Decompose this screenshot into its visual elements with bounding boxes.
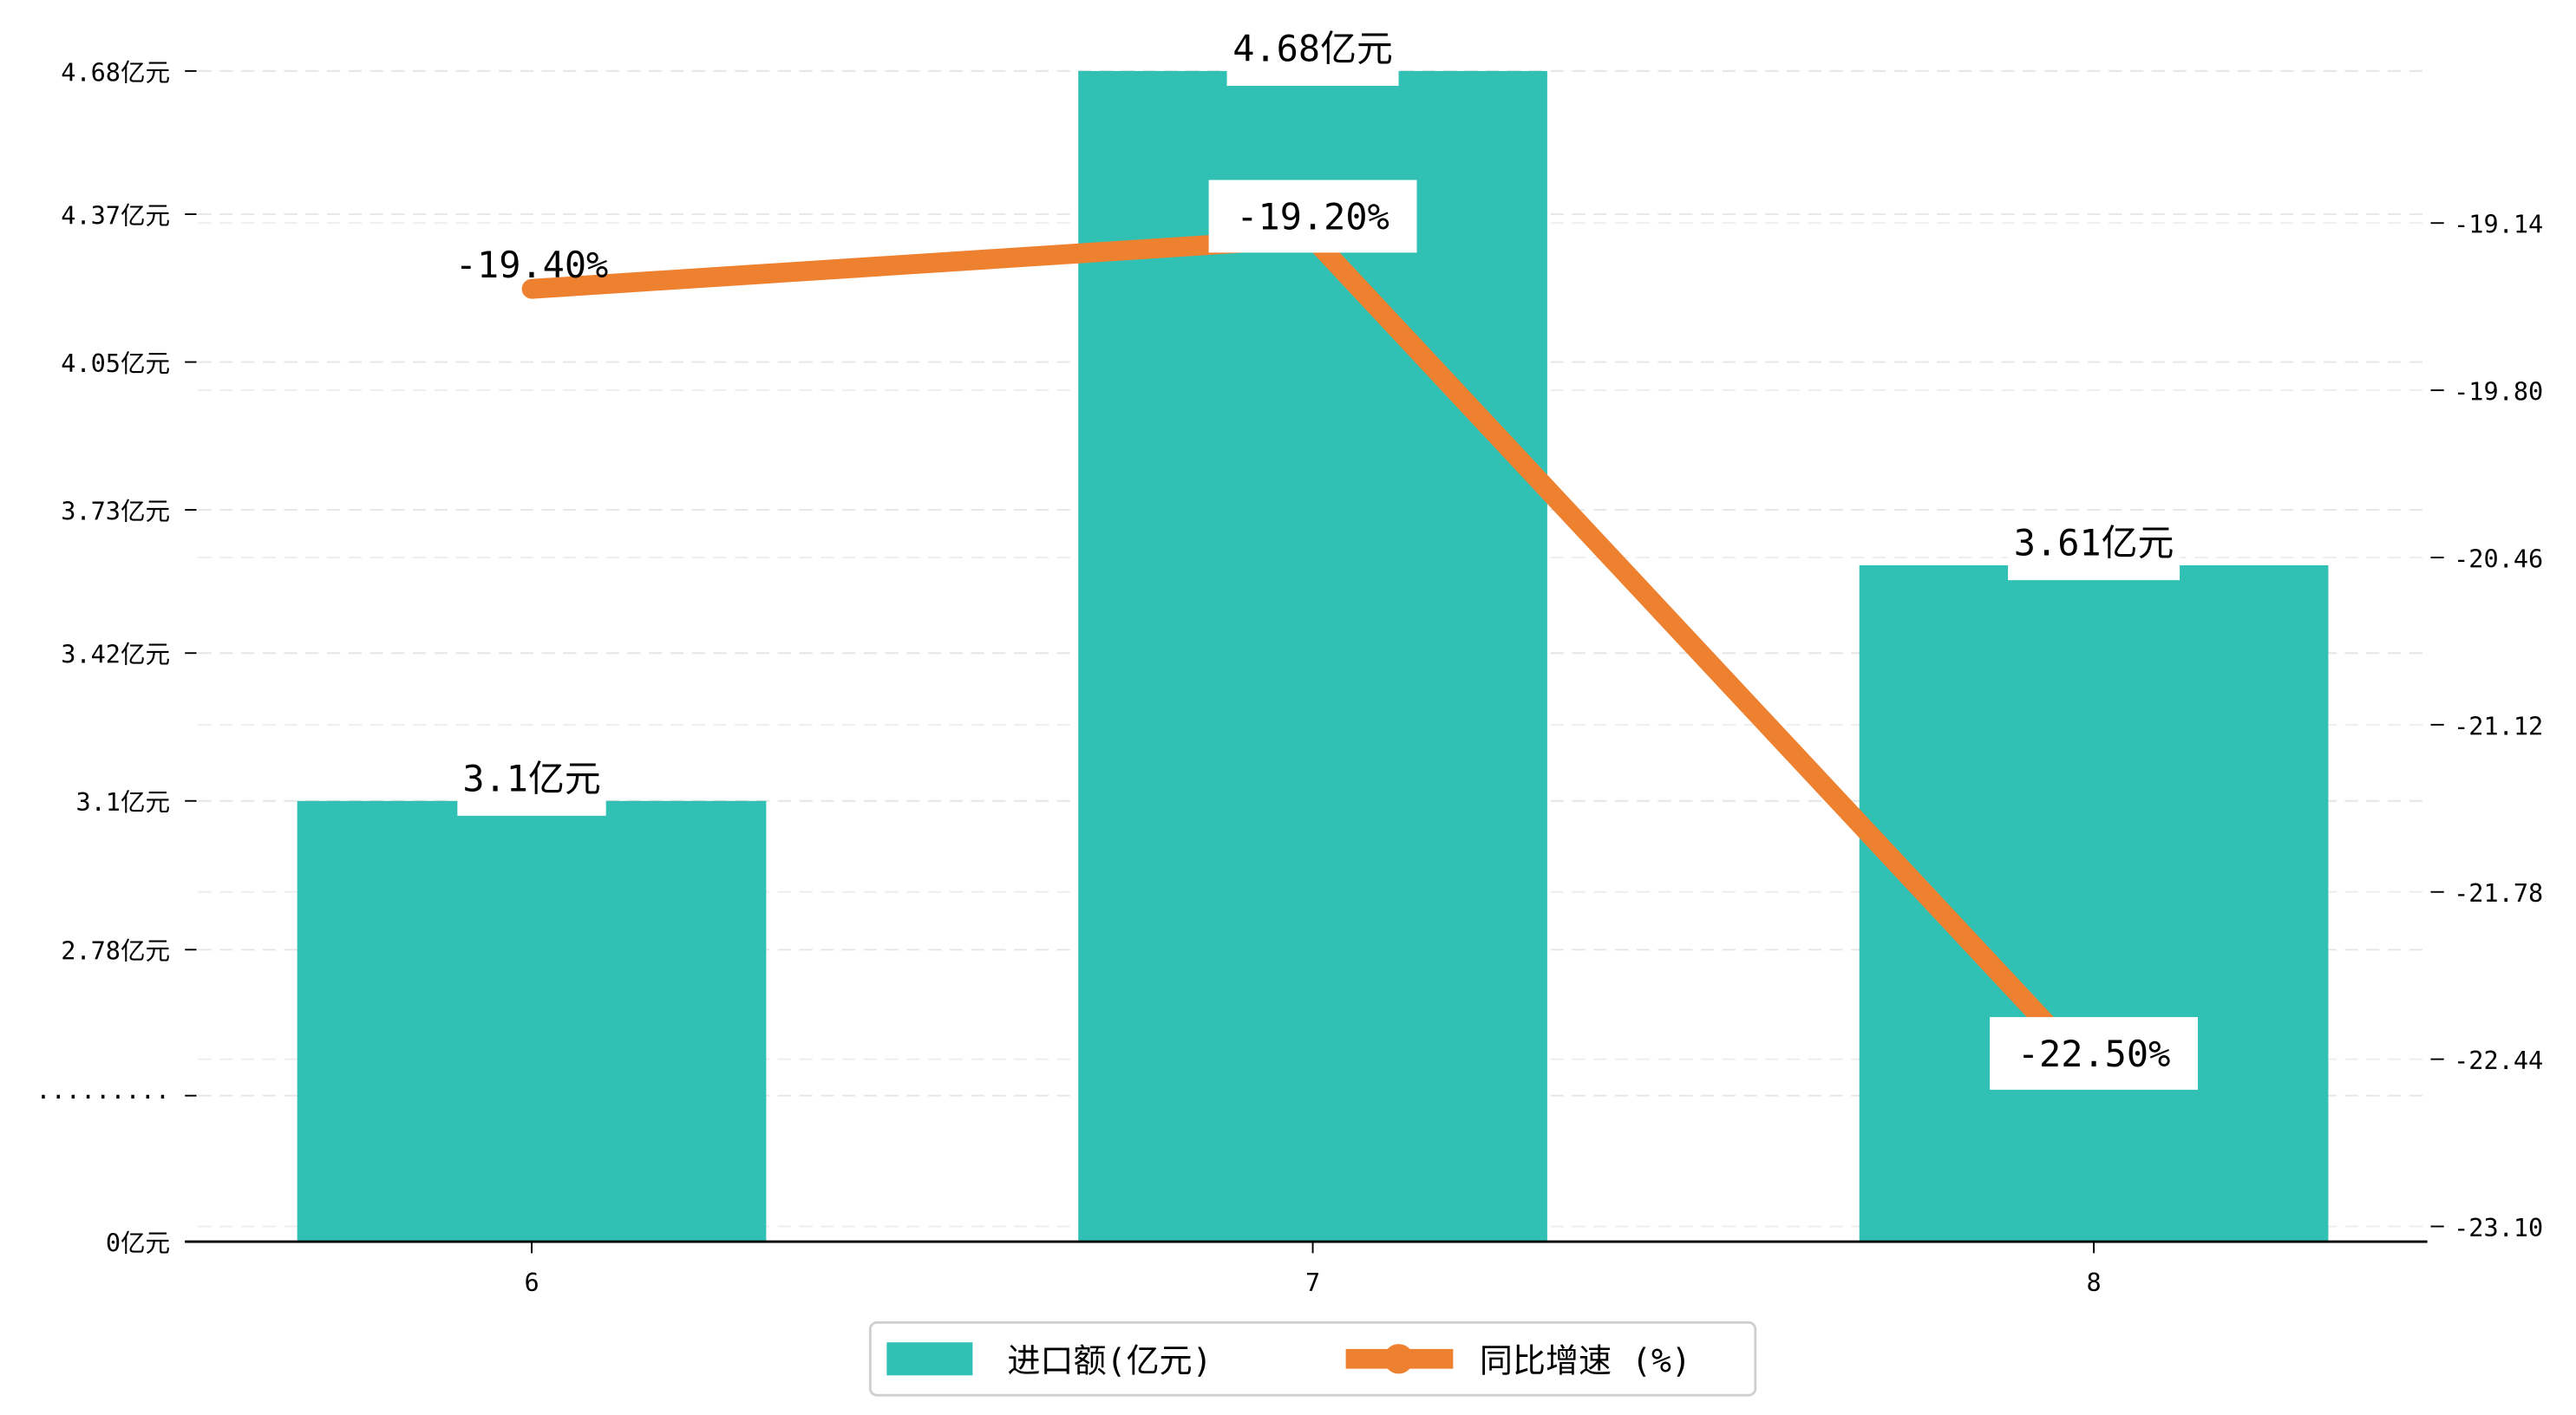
line-point-6 — [521, 278, 542, 299]
left-tick-label: 3.42亿元 — [61, 640, 170, 669]
bar-6 — [297, 800, 767, 1242]
bar-value-label: 3.61亿元 — [2014, 522, 2174, 564]
legend-bar-swatch — [886, 1342, 973, 1376]
growth-value-label: -19.40% — [455, 244, 608, 286]
data-labels: 3.1亿元 4.68亿元 3.61亿元 -19.40% -19.20% -22.50% — [455, 21, 2199, 1090]
x-tick-label: 7 — [1305, 1268, 1320, 1297]
right-tick-label: -21.78 — [2454, 878, 2543, 908]
growth-value-label: -22.50% — [2017, 1033, 2170, 1075]
legend-line-marker — [1383, 1344, 1414, 1374]
bar-label-box — [1226, 21, 1399, 87]
axes: 6 7 8 0亿元 ········· 2.78亿元 3.1亿元 3.42亿元 3.73亿元 4.… — [36, 57, 2543, 1297]
left-tick-label: 3.73亿元 — [61, 496, 170, 525]
left-tick-label: 3.1亿元 — [75, 787, 170, 817]
x-tick-label: 6 — [524, 1268, 539, 1297]
left-tick-label: 4.05亿元 — [61, 349, 170, 378]
left-tick-label: 2.78亿元 — [61, 936, 170, 966]
growth-value-label-box — [1990, 1017, 2199, 1090]
left-tick-label: 4.68亿元 — [61, 57, 170, 87]
bar-value-label: 4.68亿元 — [1232, 27, 1393, 69]
legend: 进口额(亿元) 同比增速 (%) — [868, 1320, 1757, 1397]
right-tick-label: -23.10 — [2454, 1213, 2543, 1242]
bar-7 — [1078, 70, 1547, 1242]
left-tick-label: ········· — [36, 1082, 170, 1112]
legend-label-line: 同比增速 (%) — [1480, 1341, 1691, 1379]
growth-value-label-box — [1208, 179, 1417, 253]
right-tick-label: -21.12 — [2454, 711, 2543, 740]
legend-frame — [868, 1320, 1757, 1397]
right-tick-label: -20.46 — [2454, 544, 2543, 573]
bar-label-box — [2008, 515, 2180, 581]
left-tick-label: 4.37亿元 — [61, 200, 170, 230]
legend-label-bar: 进口额(亿元) — [1007, 1341, 1212, 1379]
growth-value-label: -19.20% — [1236, 196, 1389, 238]
bar-label-box — [457, 751, 606, 816]
bar-value-label: 3.1亿元 — [462, 757, 600, 799]
right-tick-label: -19.80 — [2454, 377, 2543, 407]
right-tick-label: -19.14 — [2454, 210, 2543, 239]
left-tick-label: 0亿元 — [106, 1228, 170, 1257]
x-tick-label: 8 — [2086, 1268, 2101, 1297]
right-tick-label: -22.44 — [2454, 1046, 2543, 1075]
